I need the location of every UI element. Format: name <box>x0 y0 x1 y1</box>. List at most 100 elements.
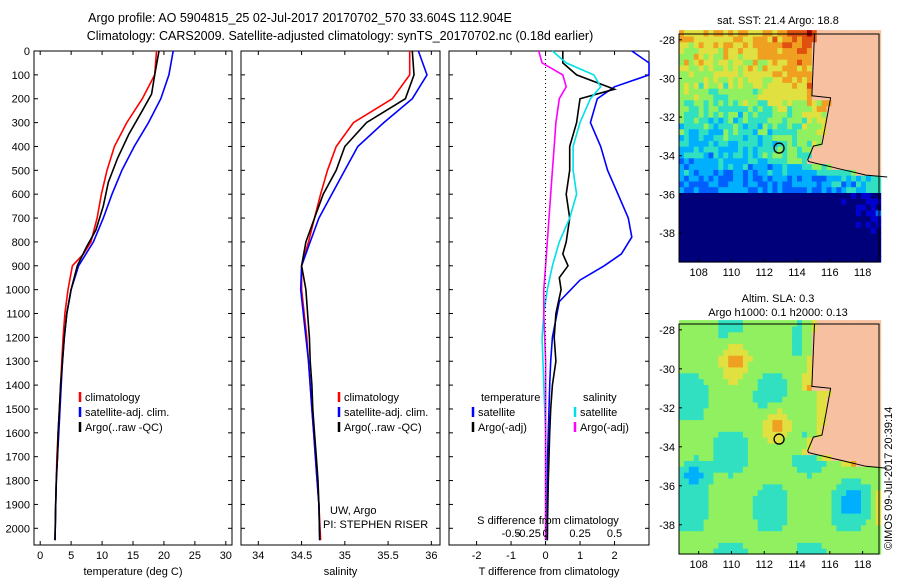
map-cell <box>679 495 685 502</box>
map-cell <box>772 483 778 491</box>
y-tick-label: 2000 <box>6 523 30 535</box>
map-cell <box>708 256 714 263</box>
map-cell <box>875 349 882 356</box>
lon-tick-label: 112 <box>755 267 773 279</box>
map-cell <box>738 204 744 211</box>
map-cell <box>713 483 719 491</box>
map-cell <box>688 180 695 188</box>
map-cell <box>870 250 877 257</box>
map-cell <box>703 501 710 508</box>
map-cell <box>792 47 798 54</box>
map-cell <box>733 30 739 37</box>
map-cell <box>752 76 759 83</box>
map-cell <box>728 524 734 532</box>
map-cell <box>811 198 818 205</box>
map-cell <box>698 495 705 502</box>
map-cell <box>683 53 690 60</box>
map-cell <box>826 325 832 333</box>
map-cell <box>836 460 842 467</box>
map-cell <box>762 478 769 485</box>
map-cell <box>821 366 828 374</box>
map-cell <box>787 337 793 344</box>
map-cell <box>816 82 823 89</box>
map-cell <box>767 437 773 444</box>
map-cell <box>797 448 803 456</box>
map-cell <box>870 93 877 101</box>
map-cell <box>703 59 710 66</box>
map-cell <box>733 378 739 385</box>
map-cell <box>811 233 818 240</box>
map-cell <box>792 548 798 555</box>
map-cell <box>875 192 882 199</box>
map-cell <box>826 47 832 54</box>
map-cell <box>856 349 862 356</box>
map-cell <box>826 442 832 450</box>
map-cell <box>708 466 714 473</box>
map-cell <box>713 35 719 43</box>
map-cell <box>865 192 872 199</box>
map-cell <box>747 215 754 222</box>
map-cell <box>752 548 759 555</box>
map-cell <box>762 431 769 438</box>
map-cell <box>703 256 710 263</box>
map-cell <box>816 169 823 176</box>
map-cell <box>733 402 739 409</box>
map-cell <box>831 99 837 107</box>
map-cell <box>688 134 695 141</box>
map-cell <box>752 41 759 49</box>
map-cell <box>816 407 823 415</box>
map-cell <box>688 117 695 124</box>
map-cell <box>865 372 872 380</box>
map-cell <box>816 146 823 153</box>
map-cell <box>861 396 867 403</box>
map-cell <box>841 47 847 54</box>
map-cell <box>826 238 832 246</box>
map-cell <box>688 215 695 222</box>
map-cell <box>831 76 837 83</box>
map-cell <box>738 221 744 228</box>
map-cell <box>782 472 788 479</box>
map-cell <box>679 366 685 374</box>
map-cell <box>806 99 813 107</box>
map-cell <box>688 507 695 514</box>
map-cell <box>836 419 842 426</box>
map-cell <box>816 337 823 344</box>
map-cell <box>831 402 837 409</box>
map-cell <box>718 442 724 450</box>
map-cell <box>693 442 700 450</box>
map-cell <box>787 163 793 170</box>
map-cell <box>875 215 882 222</box>
map-cell <box>718 93 724 101</box>
map-cell <box>821 238 828 246</box>
map-cell <box>787 117 793 124</box>
map-cell <box>806 542 813 549</box>
map-cell <box>738 238 744 246</box>
map-cell <box>733 192 739 199</box>
map-cell <box>806 105 813 112</box>
map-cell <box>772 59 778 66</box>
map-cell <box>782 244 788 251</box>
map-cell <box>723 331 729 339</box>
map-cell <box>802 244 808 251</box>
map-cell <box>802 250 808 257</box>
map-cell <box>767 117 773 124</box>
map-cell <box>742 472 749 479</box>
map-cell <box>703 238 710 246</box>
map-cell <box>679 204 685 211</box>
map-cell <box>742 402 749 409</box>
map-cell <box>831 151 837 159</box>
map-cell <box>806 93 813 101</box>
map-cell <box>752 117 759 124</box>
map-cell <box>728 425 734 432</box>
map-cell <box>728 361 734 368</box>
map-cell <box>831 361 837 368</box>
map-cell <box>821 320 828 327</box>
map-cell <box>816 76 823 83</box>
map-cell <box>870 227 877 234</box>
map-cell <box>718 448 724 456</box>
map-cell <box>861 483 867 491</box>
map-cell <box>826 501 832 508</box>
map-cell <box>841 396 847 403</box>
map-cell <box>875 82 882 89</box>
map-cell <box>713 82 719 89</box>
